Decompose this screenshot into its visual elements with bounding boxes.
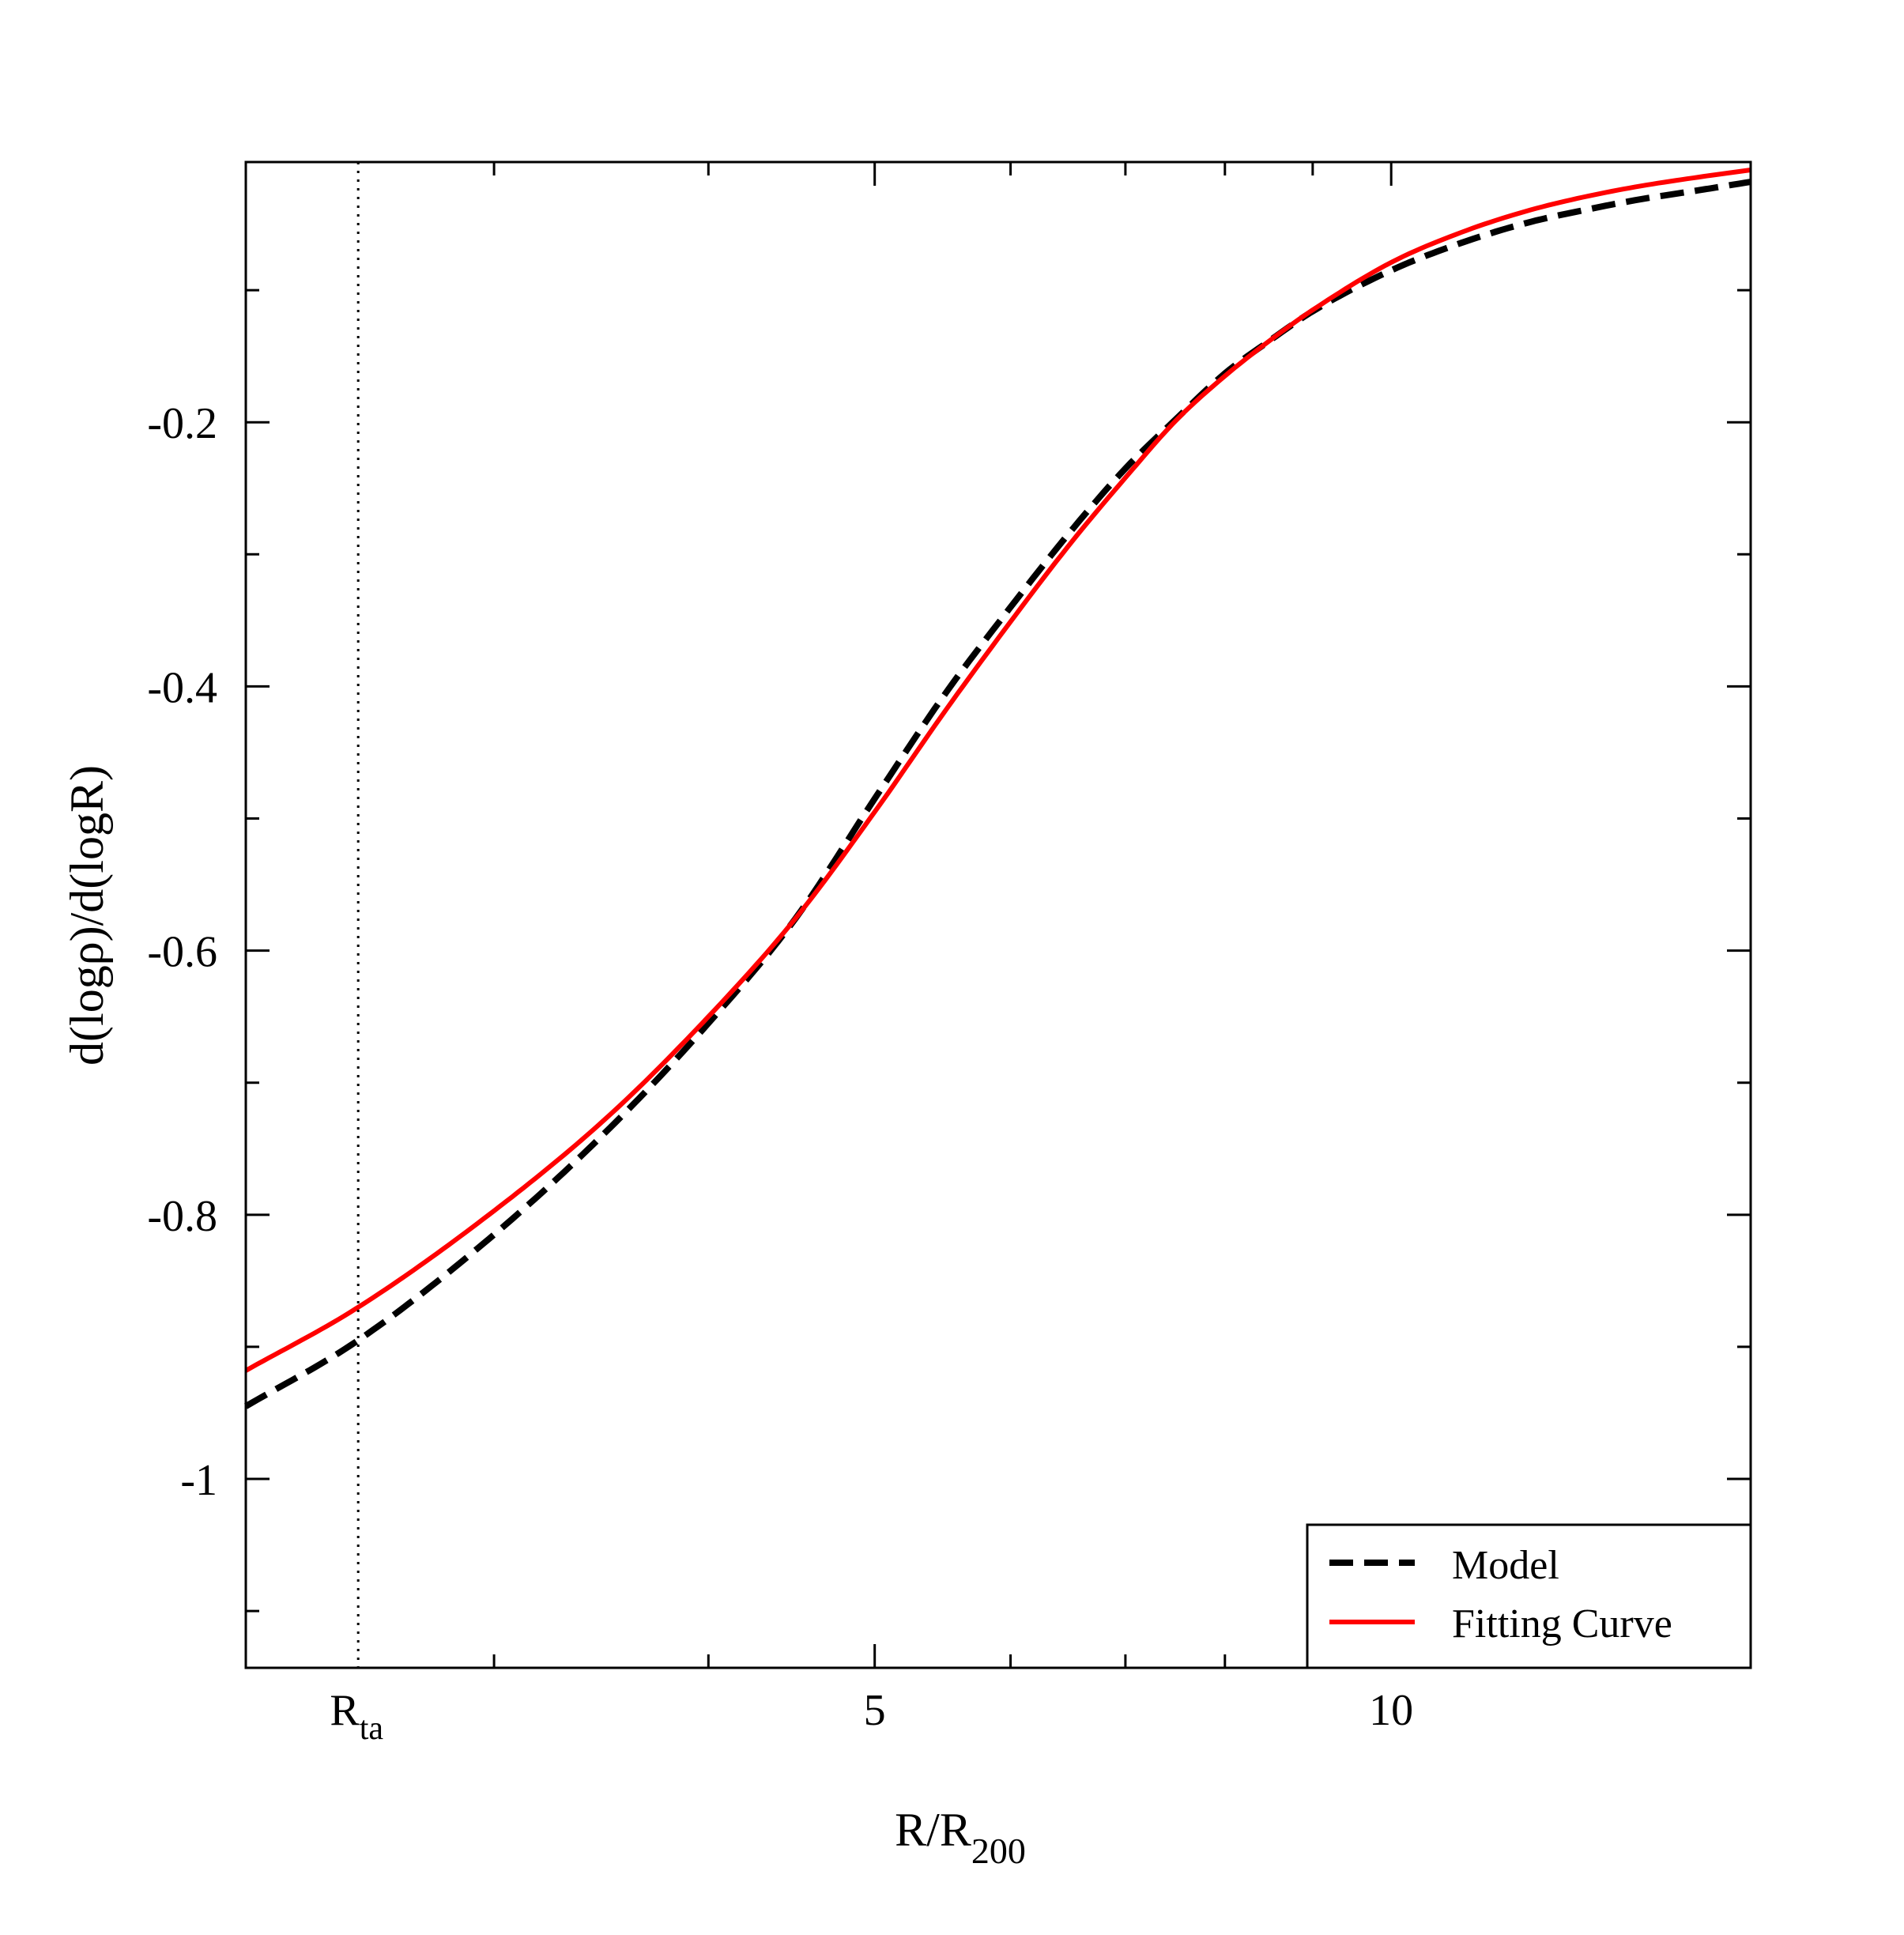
y-tick-label: -0.2	[147, 399, 217, 448]
y-tick-label: -0.6	[147, 928, 217, 977]
reference-label-subscript: ta	[360, 1711, 384, 1747]
axis-ticks: -0.2 -0.4 -0.6 -0.8 -1 5 10	[147, 162, 1751, 1735]
x-axis-label-main: R/R	[895, 1804, 971, 1856]
x-tick-label: 5	[864, 1686, 886, 1735]
x-axis-label-subscript: 200	[971, 1831, 1026, 1871]
y-tick-label: -0.8	[147, 1192, 217, 1241]
legend-model-label: Model	[1452, 1543, 1559, 1588]
plot-frame	[244, 160, 1752, 1669]
series-line-fitting-curve	[244, 168, 1751, 1373]
reference-label-main: R	[330, 1686, 360, 1735]
plot-curves	[244, 168, 1751, 1409]
y-axis-label: d(logρ)/d(logR)	[61, 765, 113, 1066]
legend-box	[1306, 1523, 1752, 1669]
reference-line-label: Rta	[330, 1686, 383, 1747]
x-tick-label: 10	[1369, 1686, 1413, 1735]
legend-fitting-label: Fitting Curve	[1452, 1601, 1672, 1646]
x-axis-label: R/R200	[895, 1804, 1026, 1871]
y-tick-label: -1	[180, 1456, 217, 1505]
reference-line-group: Rta	[330, 162, 383, 1747]
series-line-model	[244, 179, 1751, 1409]
y-tick-label: -0.4	[147, 663, 217, 712]
legend: Model Fitting Curve	[1306, 1523, 1752, 1669]
